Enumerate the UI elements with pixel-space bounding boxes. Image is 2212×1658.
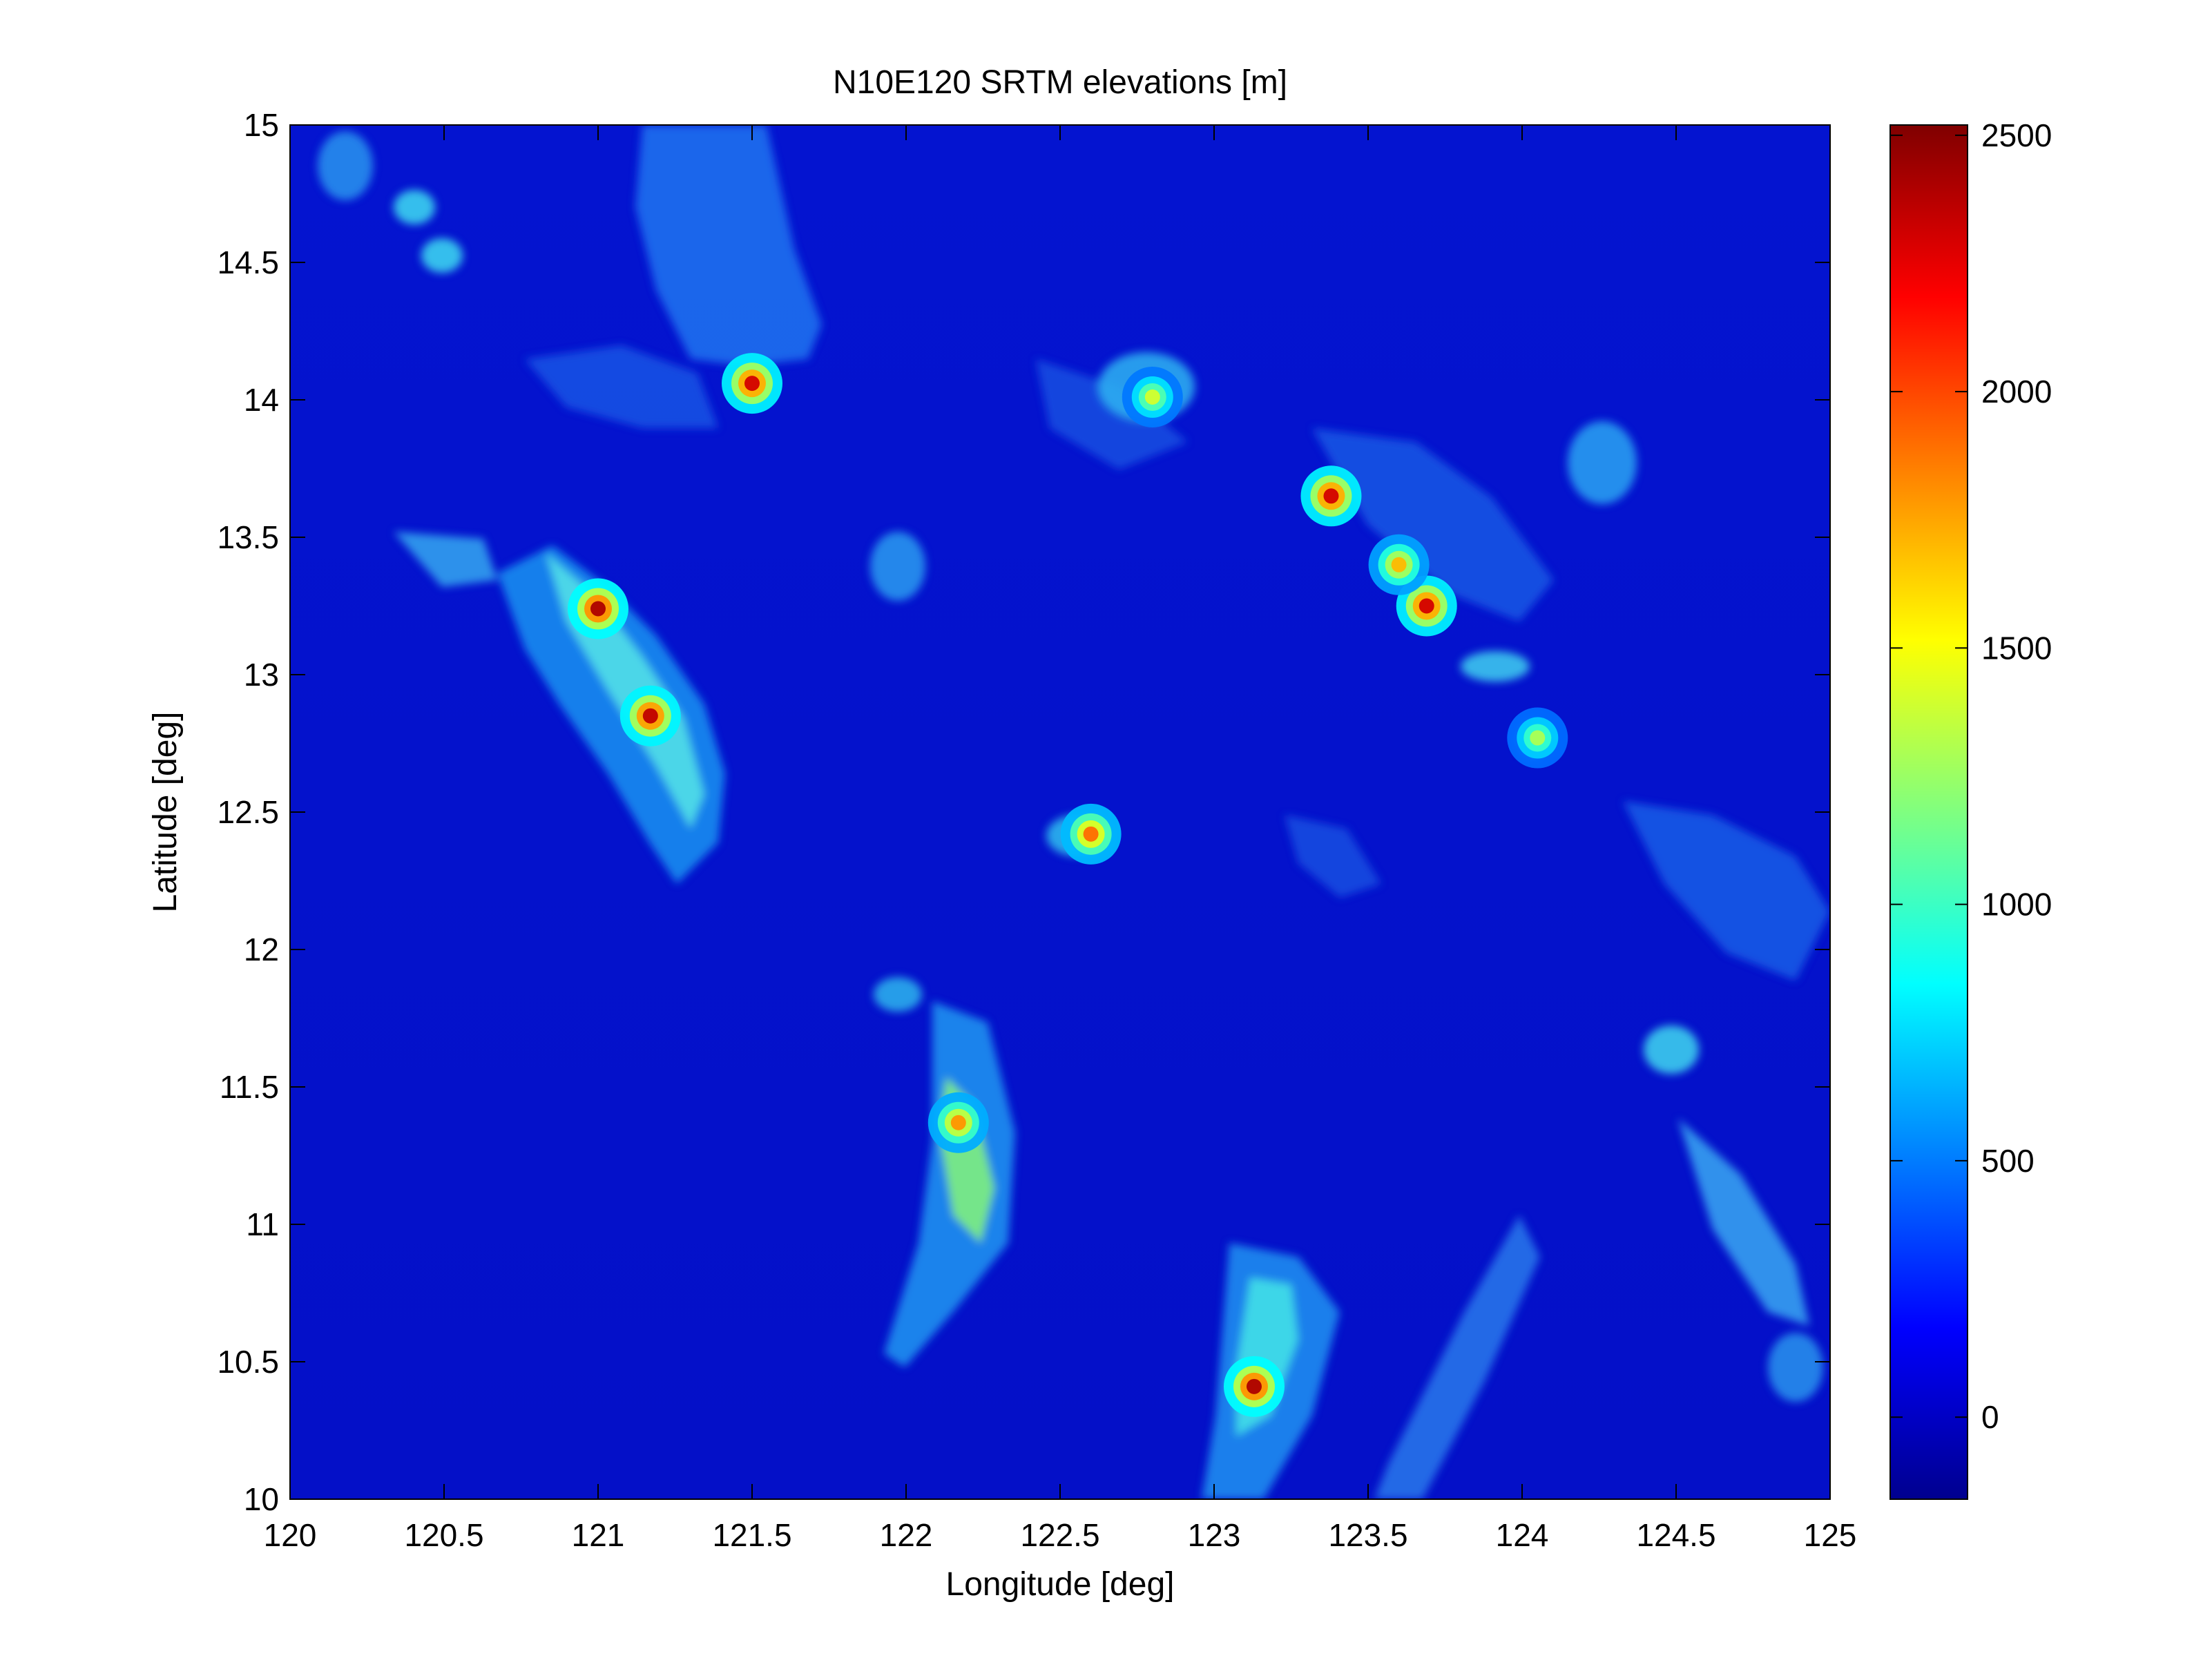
elevation-peak [642,708,658,724]
x-axis: 120 120.5 121 121.5 122 122.5 123 123.5 124 124.5… [264,125,1857,1553]
elevation-peak [744,376,760,392]
x-tick-label: 124.5 [1636,1517,1715,1553]
x-tick-label: 120.5 [404,1517,483,1553]
terrain-ticao [1644,1025,1699,1074]
terrain-batangas [525,345,718,428]
elevation-peak [1083,826,1099,842]
colorbar-tick-label: 2500 [1981,117,2052,153]
colorbar-tick-label: 2000 [1981,374,2052,409]
elevation-peak [1391,557,1407,572]
chart-title: N10E120 SRTM elevations [m] [833,64,1287,101]
y-tick-label: 13.5 [217,519,279,555]
y-tick-label: 14 [244,382,279,418]
terrain-catanduanes [1568,421,1637,504]
colorbar-tick-label: 500 [1981,1143,2035,1179]
y-tick-label: 11 [246,1206,279,1242]
terrain-masbate [1285,815,1381,898]
terrain-quezon [1036,359,1188,470]
y-tick-label: 12 [244,932,279,967]
terrain-mindoro-west [394,532,497,587]
colorbar-ticks: 0 500 1000 1500 2000 2500 [1890,117,2052,1435]
y-tick-label: 10 [244,1481,279,1517]
terrain-samar [1623,801,1830,981]
y-tick-label: 14.5 [217,244,279,280]
plot-area [290,125,1830,1499]
y-tick-label: 13 [244,657,279,693]
terrain-central-luzon [635,125,822,366]
terrain-lubang [318,131,373,200]
colorbar [1889,124,1968,1500]
terrain-cavite [394,190,435,224]
colorbar-tick-label: 1500 [1981,630,2052,666]
x-tick-label: 122.5 [1020,1517,1099,1553]
x-axis-label: Longitude [deg] [946,1566,1175,1603]
elevation-background [290,125,1830,1499]
colorbar-tick-label: 0 [1981,1399,1999,1435]
colorbar-tick-label: 1000 [1981,887,2052,923]
y-tick-label: 12.5 [217,794,279,830]
x-tick-label: 123.5 [1328,1517,1407,1553]
terrain-sorsogon [1461,651,1530,682]
peak-layer [568,353,1568,1417]
y-tick-label: 10.5 [217,1344,279,1380]
terrain-bicol [1312,428,1554,621]
elevation-peak [1530,730,1546,746]
x-tick-label: 123 [1188,1517,1241,1553]
x-tick-label: 121.5 [712,1517,791,1553]
x-tick-label: 125 [1804,1517,1857,1553]
terrain-guimaras [874,977,922,1012]
y-tick-label: 15 [244,107,279,143]
x-tick-label: 120 [264,1517,317,1553]
terrain-marinduque [870,532,925,601]
terrain-mindoro [497,546,725,884]
x-tick-label: 124 [1496,1517,1549,1553]
y-axis: 10 10.5 11 11.5 12 12.5 13 13.5 14 14.5 15 [217,107,1830,1517]
y-tick-label: 11.5 [220,1069,279,1105]
elevation-peak [590,601,606,617]
x-tick-label: 122 [880,1517,933,1553]
elevation-peak [1246,1378,1262,1394]
terrain-leyte [1678,1119,1809,1326]
y-axis-label: Latitude [deg] [147,712,184,913]
elevation-peak [950,1115,966,1130]
terrain-bohol-north [1768,1333,1823,1402]
elevation-peak [1418,598,1434,614]
elevation-peak [1144,389,1160,405]
elevation-peak [1323,488,1339,504]
terrain-cebu [1374,1215,1540,1499]
x-tick-label: 121 [572,1517,625,1553]
terrain-rizal [421,238,463,273]
